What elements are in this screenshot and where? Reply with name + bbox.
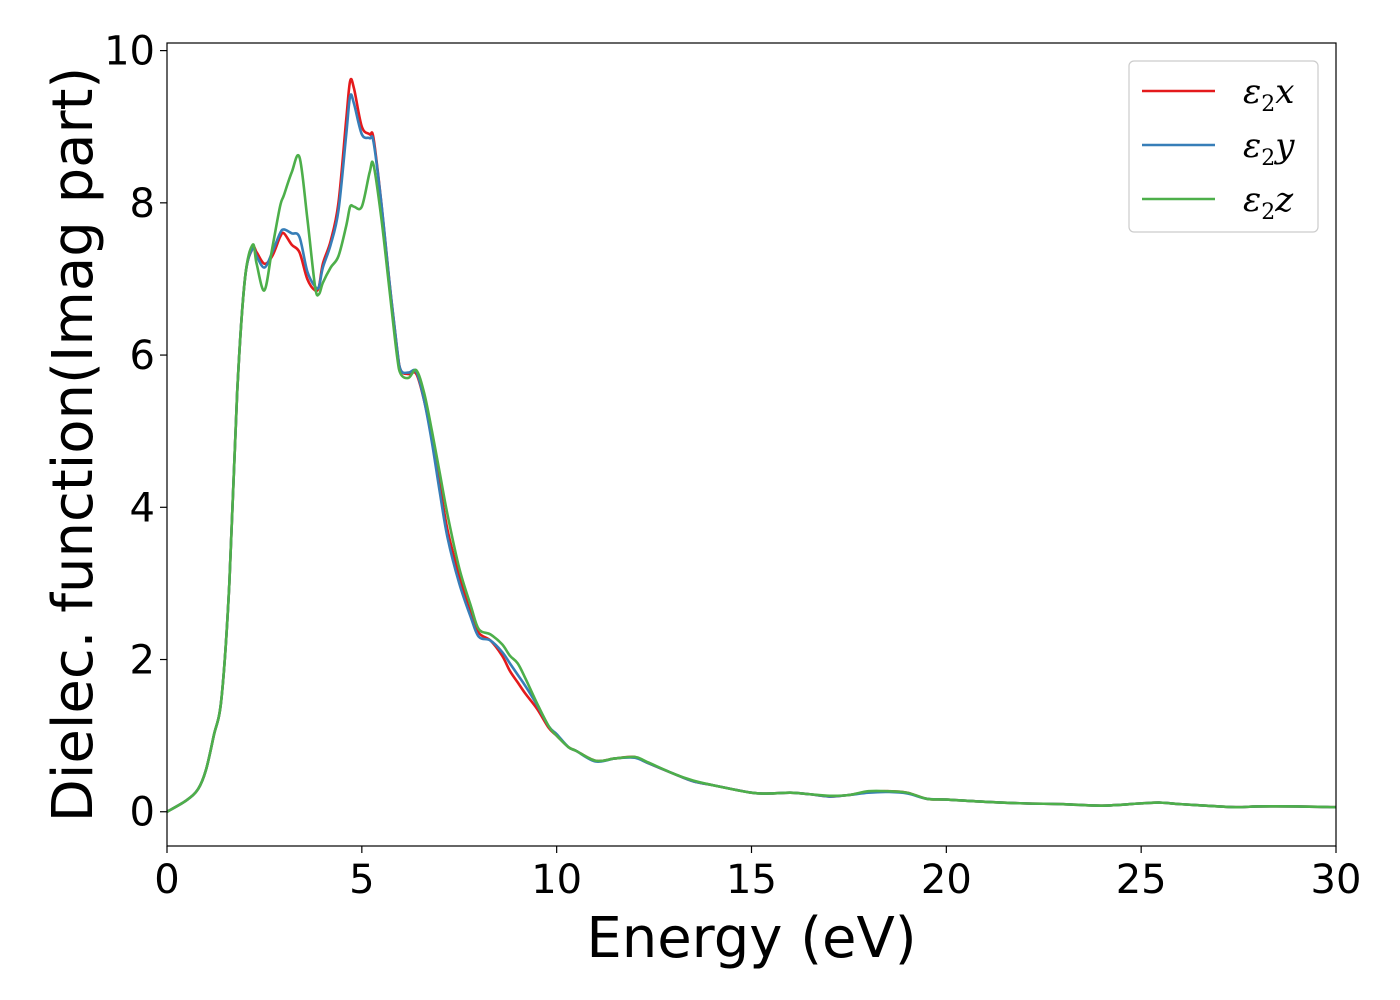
legend-label: ε2y: [1243, 126, 1295, 171]
series-line-z: [166, 154, 1337, 813]
y-tick-label: 6: [130, 333, 155, 379]
x-tick-label: 10: [531, 857, 582, 903]
legend-box: [1128, 60, 1319, 233]
x-tick-label: 15: [726, 857, 777, 903]
x-axis: 0 5 10 15 20 25 30: [154, 846, 1361, 903]
x-tick-label: 20: [921, 857, 972, 903]
x-tick-label: 5: [349, 857, 374, 903]
legend-subscript: 2: [1261, 146, 1275, 171]
y-tick-label: 2: [130, 638, 155, 684]
legend-variable: y: [1273, 126, 1295, 166]
legend-symbol: ε: [1243, 126, 1261, 166]
legend-label: ε2x: [1243, 72, 1294, 117]
y-tick-label: 10: [104, 29, 155, 75]
legend-symbol: ε: [1243, 72, 1261, 112]
legend-variable: x: [1275, 72, 1294, 112]
legend-variable: z: [1274, 180, 1294, 220]
y-tick-label: 0: [130, 790, 155, 836]
x-axis-label: Energy (eV): [586, 906, 916, 971]
plot-lines: [166, 77, 1337, 813]
x-tick-label: 30: [1311, 857, 1362, 903]
x-tick-label: 0: [154, 857, 179, 903]
legend-subscript: 2: [1261, 200, 1275, 225]
y-tick-label: 4: [130, 485, 155, 531]
x-tick-label: 25: [1116, 857, 1167, 903]
y-tick-label: 8: [130, 181, 155, 227]
legend-label: ε2z: [1243, 180, 1294, 225]
legend-symbol: ε: [1243, 180, 1261, 220]
legend-subscript: 2: [1261, 92, 1275, 117]
y-axis: 0 2 4 6 8 10: [104, 29, 167, 836]
y-axis-label: Dielec. function(Imag part): [41, 67, 106, 823]
